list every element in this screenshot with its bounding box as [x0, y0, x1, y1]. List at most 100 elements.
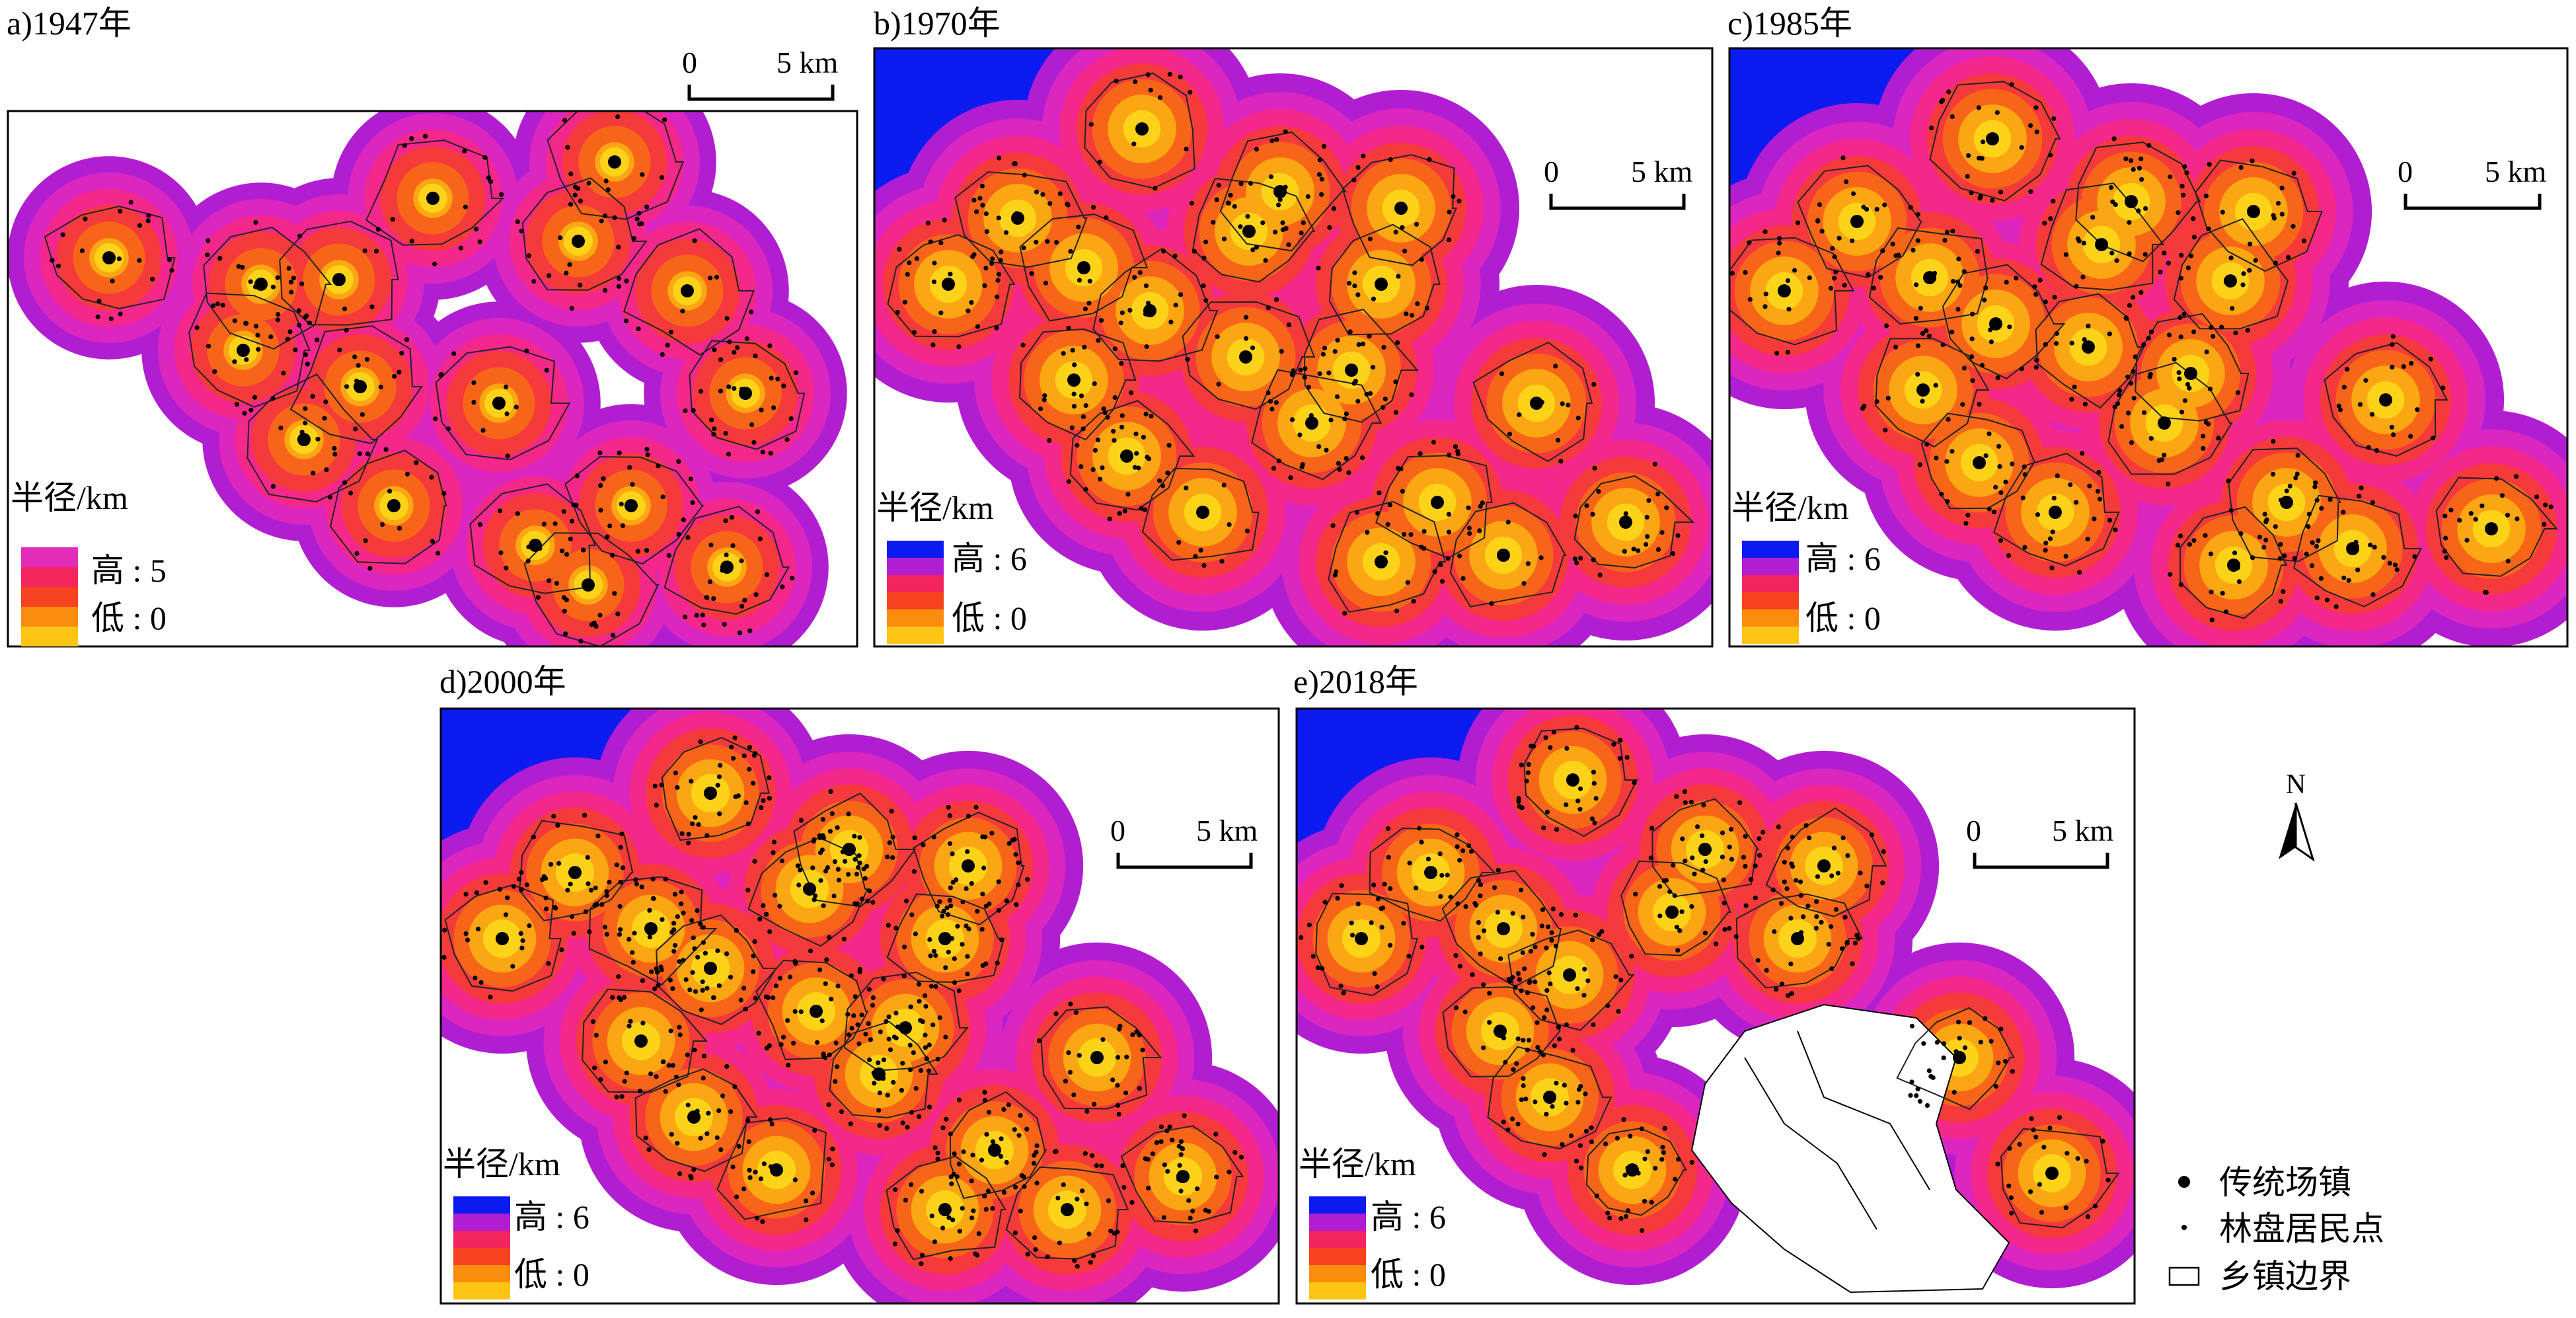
settlement-dot — [1721, 877, 1726, 882]
boundary-line — [1084, 72, 1195, 189]
settlement-dot — [1526, 762, 1531, 767]
settlement-dot — [990, 1206, 995, 1211]
settlement-dot — [2178, 334, 2183, 340]
town-dot — [2082, 340, 2095, 354]
town-dot — [938, 932, 952, 945]
settlement-dot — [1025, 877, 1030, 882]
settlement-dot — [676, 531, 681, 537]
settlement-dot — [670, 986, 675, 991]
settlement-dot — [1581, 993, 1587, 998]
settlement-dot — [1377, 490, 1382, 496]
settlement-dot — [356, 363, 361, 368]
settlement-dot — [1874, 399, 1879, 405]
settlement-dot — [1934, 455, 1939, 461]
settlement-dot — [909, 1182, 914, 1187]
settlement-dot — [2394, 567, 2400, 572]
settlement-dot — [1383, 550, 1388, 555]
settlement-dot — [2043, 299, 2048, 305]
settlement-dot — [1133, 431, 1139, 437]
settlement-dot — [2131, 295, 2136, 300]
settlement-dot — [2131, 167, 2136, 173]
town-dot — [102, 251, 116, 264]
settlement-dot — [2284, 488, 2289, 494]
scale-line — [2404, 194, 2542, 210]
settlement-dot — [1720, 830, 1725, 835]
settlement-dot — [931, 949, 936, 954]
settlement-dot — [1776, 824, 1781, 830]
settlement-dot — [1445, 872, 1450, 878]
settlement-dot — [2125, 410, 2131, 416]
settlement-dot — [1158, 1124, 1164, 1130]
settlement-dot — [1415, 301, 1420, 307]
scale-line — [1549, 194, 1686, 210]
settlement-dot — [1276, 202, 1281, 208]
settlement-dot — [1476, 920, 1481, 925]
settlement-dot — [1507, 432, 1513, 437]
settlement-dot — [150, 276, 155, 282]
settlement-dot — [1143, 1156, 1148, 1161]
settlement-dot — [895, 1228, 900, 1233]
settlement-dot — [2185, 381, 2191, 387]
panel-title: c)1985年 — [1727, 5, 1852, 42]
settlement-dot — [1139, 506, 1144, 511]
settlement-dot — [1001, 1190, 1007, 1195]
settlement-dot — [1112, 395, 1118, 401]
settlement-dot — [1243, 315, 1248, 320]
settlement-dot — [2082, 401, 2088, 407]
settlement-dot — [220, 303, 225, 308]
settlement-dot — [1576, 1087, 1582, 1092]
settlement-dot — [854, 871, 860, 876]
settlement-dot — [1095, 438, 1101, 443]
settlement-dot — [2022, 464, 2027, 469]
settlement-dot — [2275, 200, 2281, 206]
settlement-dot — [975, 324, 981, 329]
town-dot — [1061, 1203, 1074, 1216]
settlement-dot — [673, 770, 678, 775]
settlement-dot — [1188, 89, 1193, 95]
settlement-dot — [1874, 207, 1879, 212]
settlement-dot — [1478, 893, 1483, 898]
settlement-dot — [1915, 212, 1920, 217]
radius-legend: 半径/km 高 : 6 低 : 0 — [876, 489, 1027, 644]
settlement-dot — [688, 477, 693, 482]
boundary-line — [2228, 447, 2341, 562]
settlement-dot — [1915, 238, 1920, 243]
settlement-dot — [690, 970, 695, 975]
settlement-dot — [2037, 1182, 2043, 1187]
settlement-dot — [752, 939, 757, 945]
settlement-dot — [1613, 974, 1618, 980]
town-dot — [899, 1021, 912, 1034]
settlement-dot — [812, 897, 817, 902]
settlement-dot — [1286, 242, 1291, 247]
settlement-dot — [935, 1156, 940, 1162]
settlement-dot — [1792, 268, 1798, 273]
settlement-dot — [1408, 532, 1414, 537]
settlement-dot — [1743, 864, 1748, 869]
settlement-dot — [1982, 297, 1987, 303]
township-boundaries — [444, 736, 1244, 1260]
settlement-dot — [1117, 511, 1122, 516]
town-dot — [2379, 393, 2392, 407]
settlement-dot — [929, 1214, 934, 1219]
settlement-dot — [1560, 1142, 1565, 1147]
boundary-line — [1005, 1166, 1129, 1260]
settlement-dot — [1130, 1032, 1135, 1038]
settlement-dot — [2312, 485, 2318, 490]
settlement-dot — [1871, 286, 1876, 291]
settlement-dot — [699, 1007, 704, 1013]
settlement-dot — [1419, 257, 1424, 262]
settlement-dot — [2534, 494, 2540, 500]
settlement-dot — [907, 1067, 913, 1073]
town-dot — [1239, 350, 1252, 364]
scale-bar: 0 5 km — [1544, 155, 1693, 210]
settlement-dot — [917, 982, 922, 987]
settlement-dot — [892, 1241, 897, 1247]
settlement-dot — [980, 963, 985, 968]
settlement-dot — [1206, 1209, 1211, 1214]
settlement-dot — [851, 1013, 856, 1019]
settlement-dot — [771, 405, 777, 410]
settlement-dot — [773, 983, 779, 989]
settlement-dot — [1335, 338, 1340, 343]
settlement-dot — [590, 1019, 596, 1025]
settlement-dot — [818, 878, 823, 883]
